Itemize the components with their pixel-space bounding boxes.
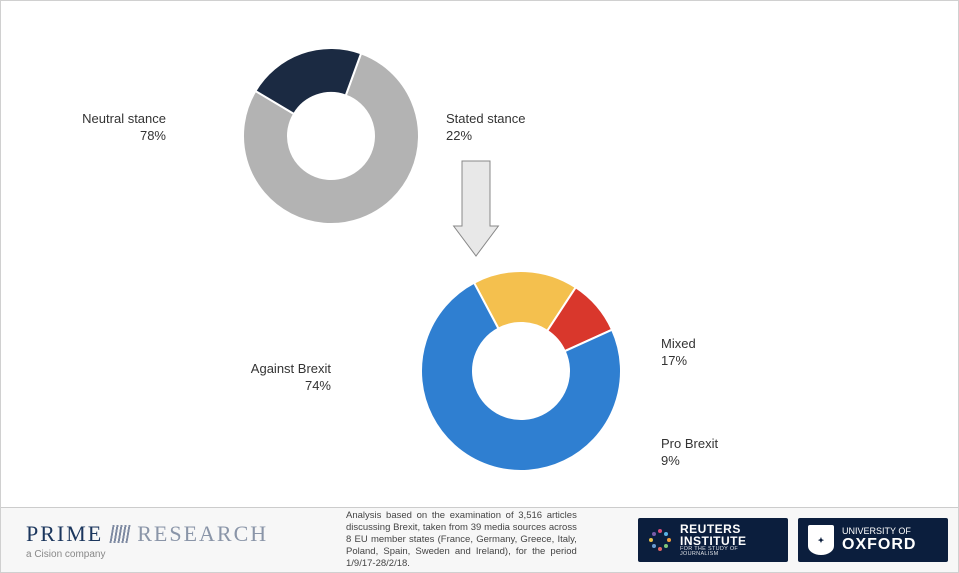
label-stated: Stated stance22% [446, 111, 566, 145]
reuters-line2: INSTITUTE [680, 535, 778, 547]
reuters-line3: FOR THE STUDY OF JOURNALISM [680, 547, 778, 558]
label-pro: Pro Brexit9% [661, 436, 781, 470]
prime-word-left: PRIME [26, 521, 103, 547]
oxford-line1: UNIVERSITY OF [842, 526, 916, 536]
prime-word-right: RESEARCH [137, 521, 268, 547]
reuters-dots-icon [648, 528, 672, 552]
prime-research-logo: PRIME RESEARCH a Cision company [1, 521, 331, 560]
analysis-caption: Analysis based on the examination of 3,5… [331, 510, 592, 569]
prime-subtitle: a Cision company [26, 549, 331, 560]
oxford-logo: ✦ UNIVERSITY OF OXFORD [798, 518, 948, 562]
reuters-line1: REUTERS [680, 523, 778, 535]
footer-bar: PRIME RESEARCH a Cision company Analysis… [1, 507, 958, 572]
stated-stance-breakdown-donut [1, 1, 959, 501]
oxford-crest-icon: ✦ [808, 525, 834, 555]
label-against: Against Brexit74% [211, 361, 331, 395]
infographic-canvas: Neutral stance78% Stated stance22% Mixed17… [0, 0, 959, 573]
label-mixed: Mixed17% [661, 336, 781, 370]
label-neutral: Neutral stance78% [46, 111, 166, 145]
reuters-institute-logo: REUTERS INSTITUTE FOR THE STUDY OF JOURN… [638, 518, 788, 562]
prime-divider-icon [110, 525, 131, 543]
oxford-line2: OXFORD [842, 536, 916, 554]
